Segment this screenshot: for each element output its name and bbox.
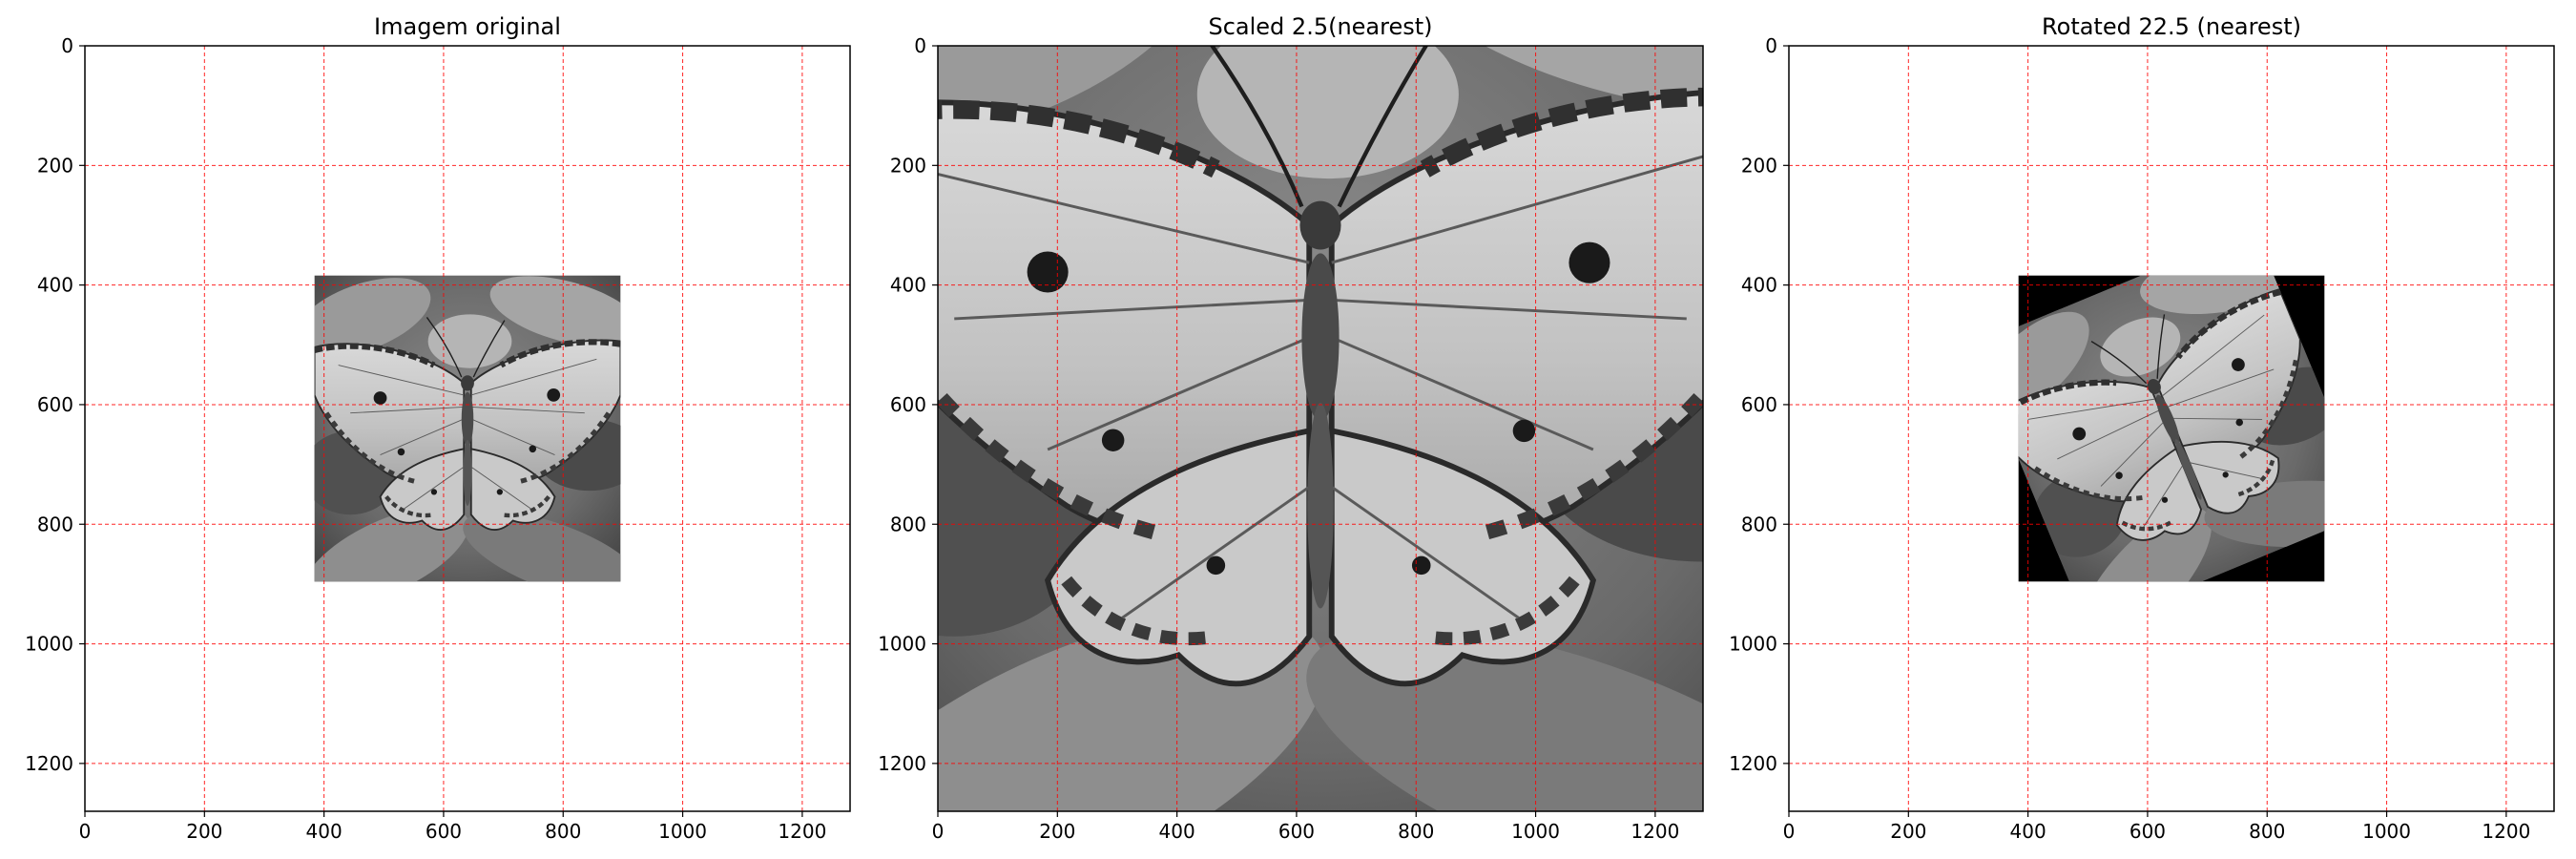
butterfly-image (746, 0, 1905, 859)
x-tick-label: 400 (2010, 820, 2046, 843)
x-tick-label: 200 (186, 820, 222, 843)
x-tick-label: 600 (2129, 820, 2166, 843)
chart-panel-2: 0 200 400 600 800 1000 1200 0 200 400 600 800 1000 12… (746, 0, 1905, 859)
x-tick-label: 800 (1398, 820, 1434, 843)
x-tick-label: 0 (1783, 820, 1796, 843)
y-tick-label: 0 (61, 34, 73, 57)
x-tick-label: 600 (426, 820, 462, 843)
x-tick-label: 1000 (2362, 820, 2411, 843)
y-tick-label: 600 (890, 393, 926, 416)
y-tick-label: 600 (1741, 393, 1777, 416)
y-tick-label: 600 (37, 393, 73, 416)
y-tick-label: 1000 (25, 633, 73, 656)
x-tick-label: 1200 (1631, 820, 1679, 843)
x-tick-label: 400 (306, 820, 343, 843)
y-tick-label: 0 (1765, 34, 1777, 57)
x-tick-label: 0 (79, 820, 92, 843)
x-tick-label: 1000 (658, 820, 707, 843)
x-tick-label: 800 (2249, 820, 2285, 843)
butterfly-image (283, 262, 654, 627)
x-tick-label: 800 (545, 820, 581, 843)
x-tick-label: 1200 (2482, 820, 2530, 843)
chart-title: Imagem original (374, 13, 561, 40)
y-tick-label: 1000 (878, 633, 926, 656)
y-tick-label: 1000 (1729, 633, 1777, 656)
axes-frame (1788, 45, 2555, 812)
y-tick-label: 400 (890, 274, 926, 297)
chart-panel-1: 0 200 400 600 800 1000 1200 0 200 400 600 800 1000 12… (25, 13, 851, 843)
axes-frame (84, 45, 851, 812)
y-tick-label: 200 (890, 154, 926, 177)
y-tick-label: 0 (914, 34, 926, 57)
y-tick-label: 800 (1741, 513, 1777, 535)
y-tick-label: 200 (1741, 154, 1777, 177)
x-tick-label: 1000 (1511, 820, 1560, 843)
y-tick-label: 400 (1741, 274, 1777, 297)
y-tick-label: 1200 (1729, 752, 1777, 775)
chart-panel-3: 0 200 400 600 800 1000 1200 0 200 400 600 800 1000 12… (1729, 13, 2555, 843)
y-tick-label: 800 (890, 513, 926, 535)
x-tick-label: 400 (1159, 820, 1195, 843)
y-tick-label: 800 (37, 513, 73, 535)
chart-title: Scaled 2.5(nearest) (1208, 13, 1432, 40)
axes-frame (937, 45, 1704, 812)
x-tick-label: 200 (1890, 820, 1926, 843)
y-tick-label: 1200 (25, 752, 73, 775)
y-tick-label: 200 (37, 154, 73, 177)
x-tick-label: 1200 (778, 820, 826, 843)
x-tick-label: 200 (1039, 820, 1075, 843)
x-tick-label: 600 (1278, 820, 1315, 843)
chart-title: Rotated 22.5 (nearest) (2042, 13, 2301, 40)
x-tick-label: 0 (932, 820, 945, 843)
y-tick-label: 1200 (878, 752, 926, 775)
y-tick-label: 400 (37, 274, 73, 297)
butterfly-image (2018, 275, 2325, 582)
